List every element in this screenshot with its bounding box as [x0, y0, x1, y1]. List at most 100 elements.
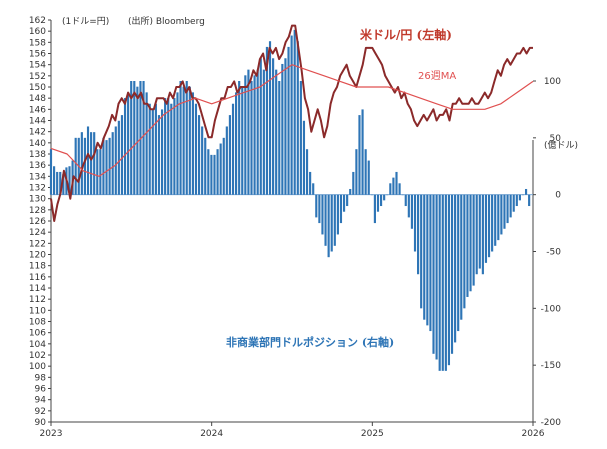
left-tick-label: 118 — [29, 262, 46, 272]
position-bar — [336, 194, 339, 235]
position-bar — [435, 194, 438, 360]
position-bar — [528, 194, 531, 207]
left-tick-label: 150 — [29, 83, 46, 93]
position-bar — [521, 194, 525, 196]
position-bar — [222, 137, 225, 195]
position-bar — [327, 194, 330, 258]
position-bar — [204, 137, 207, 195]
position-bar — [398, 183, 401, 195]
position-bar — [216, 149, 219, 195]
position-bar — [506, 194, 509, 224]
position-series-label: 非商業部門ドルポジション (右軸) — [226, 335, 394, 349]
position-bar — [105, 140, 108, 195]
position-bar — [207, 149, 210, 195]
position-bar — [487, 194, 491, 258]
position-bar — [441, 194, 444, 371]
position-bar — [432, 194, 435, 354]
position-bar — [244, 75, 247, 195]
position-bar — [410, 194, 414, 229]
position-bar — [262, 69, 265, 195]
position-bar — [318, 194, 321, 224]
right-tick-label: 0 — [555, 191, 561, 201]
position-bar — [96, 149, 99, 195]
position-bar — [238, 81, 241, 195]
position-bar — [185, 81, 188, 195]
position-bar — [68, 166, 71, 195]
position-bar — [500, 194, 503, 235]
usdjpy-series-label: 米ドル/円 (左軸) — [360, 27, 452, 42]
left-tick-label: 144 — [29, 117, 46, 127]
position-bar — [475, 194, 478, 275]
position-bar — [284, 58, 287, 195]
position-bar — [157, 115, 161, 195]
position-bar — [367, 160, 370, 195]
lines-group — [50, 24, 534, 222]
left-tick-label: 154 — [29, 61, 46, 71]
position-bar — [330, 194, 333, 252]
source-note: (出所) Bloomberg — [128, 15, 205, 27]
position-bar — [404, 194, 407, 207]
left-tick-label: 152 — [29, 72, 46, 82]
position-bar — [302, 120, 306, 195]
position-bar — [148, 103, 151, 195]
position-bar — [509, 194, 512, 218]
position-bar — [379, 194, 383, 207]
position-bar — [321, 194, 324, 235]
left-tick-label: 112 — [29, 295, 46, 305]
position-bar — [59, 171, 62, 195]
right-tick-label: 50 — [550, 134, 562, 144]
ma-line — [50, 64, 534, 177]
position-bar — [179, 81, 182, 195]
position-bar — [250, 81, 253, 195]
left-tick-label: 106 — [29, 329, 46, 339]
position-bar — [108, 137, 111, 195]
left-tick-label: 132 — [29, 184, 46, 194]
position-bar — [370, 194, 373, 196]
position-bar — [429, 194, 432, 332]
position-bar — [167, 98, 170, 195]
position-bar — [472, 194, 475, 286]
left-tick-label: 110 — [29, 306, 46, 316]
position-bar — [296, 41, 299, 195]
position-bar — [469, 194, 472, 292]
position-bar — [417, 194, 420, 275]
position-bar — [235, 92, 238, 195]
left-tick-label: 98 — [35, 373, 47, 383]
position-bar — [454, 194, 457, 343]
position-bar — [324, 194, 327, 246]
position-bar — [90, 132, 93, 195]
position-bar — [62, 174, 65, 195]
position-bar — [241, 86, 244, 195]
right-tick-label: -100 — [541, 304, 562, 314]
left-tick-label: 136 — [29, 161, 46, 171]
position-bar — [503, 194, 506, 229]
position-bar — [191, 92, 194, 195]
position-bar — [164, 98, 167, 195]
position-bar — [497, 194, 500, 241]
left-tick-label: 156 — [29, 50, 46, 60]
position-bar — [142, 81, 145, 195]
right-tick-label: 100 — [544, 77, 561, 87]
left-tick-label: 142 — [29, 128, 46, 138]
left-tick-label: 120 — [29, 251, 46, 261]
position-bar — [176, 92, 179, 195]
left-tick-label: 160 — [29, 27, 46, 37]
position-bar — [268, 41, 272, 195]
position-bar — [117, 120, 120, 195]
position-bar — [512, 194, 515, 212]
position-bar — [290, 35, 293, 195]
left-tick-label: 158 — [29, 38, 46, 48]
position-bar — [339, 194, 343, 224]
left-tick-label: 134 — [29, 172, 46, 182]
position-bar — [120, 115, 124, 195]
left-tick-label: 138 — [29, 150, 46, 160]
usdjpy-line — [50, 24, 533, 222]
left-tick-label: 108 — [29, 318, 46, 328]
position-bar — [389, 183, 392, 195]
left-unit-note: (1ドル=円) — [62, 16, 109, 27]
right-tick-label: -200 — [541, 418, 562, 428]
position-bar — [247, 69, 250, 195]
position-bar — [463, 194, 466, 309]
position-bar — [312, 183, 315, 195]
